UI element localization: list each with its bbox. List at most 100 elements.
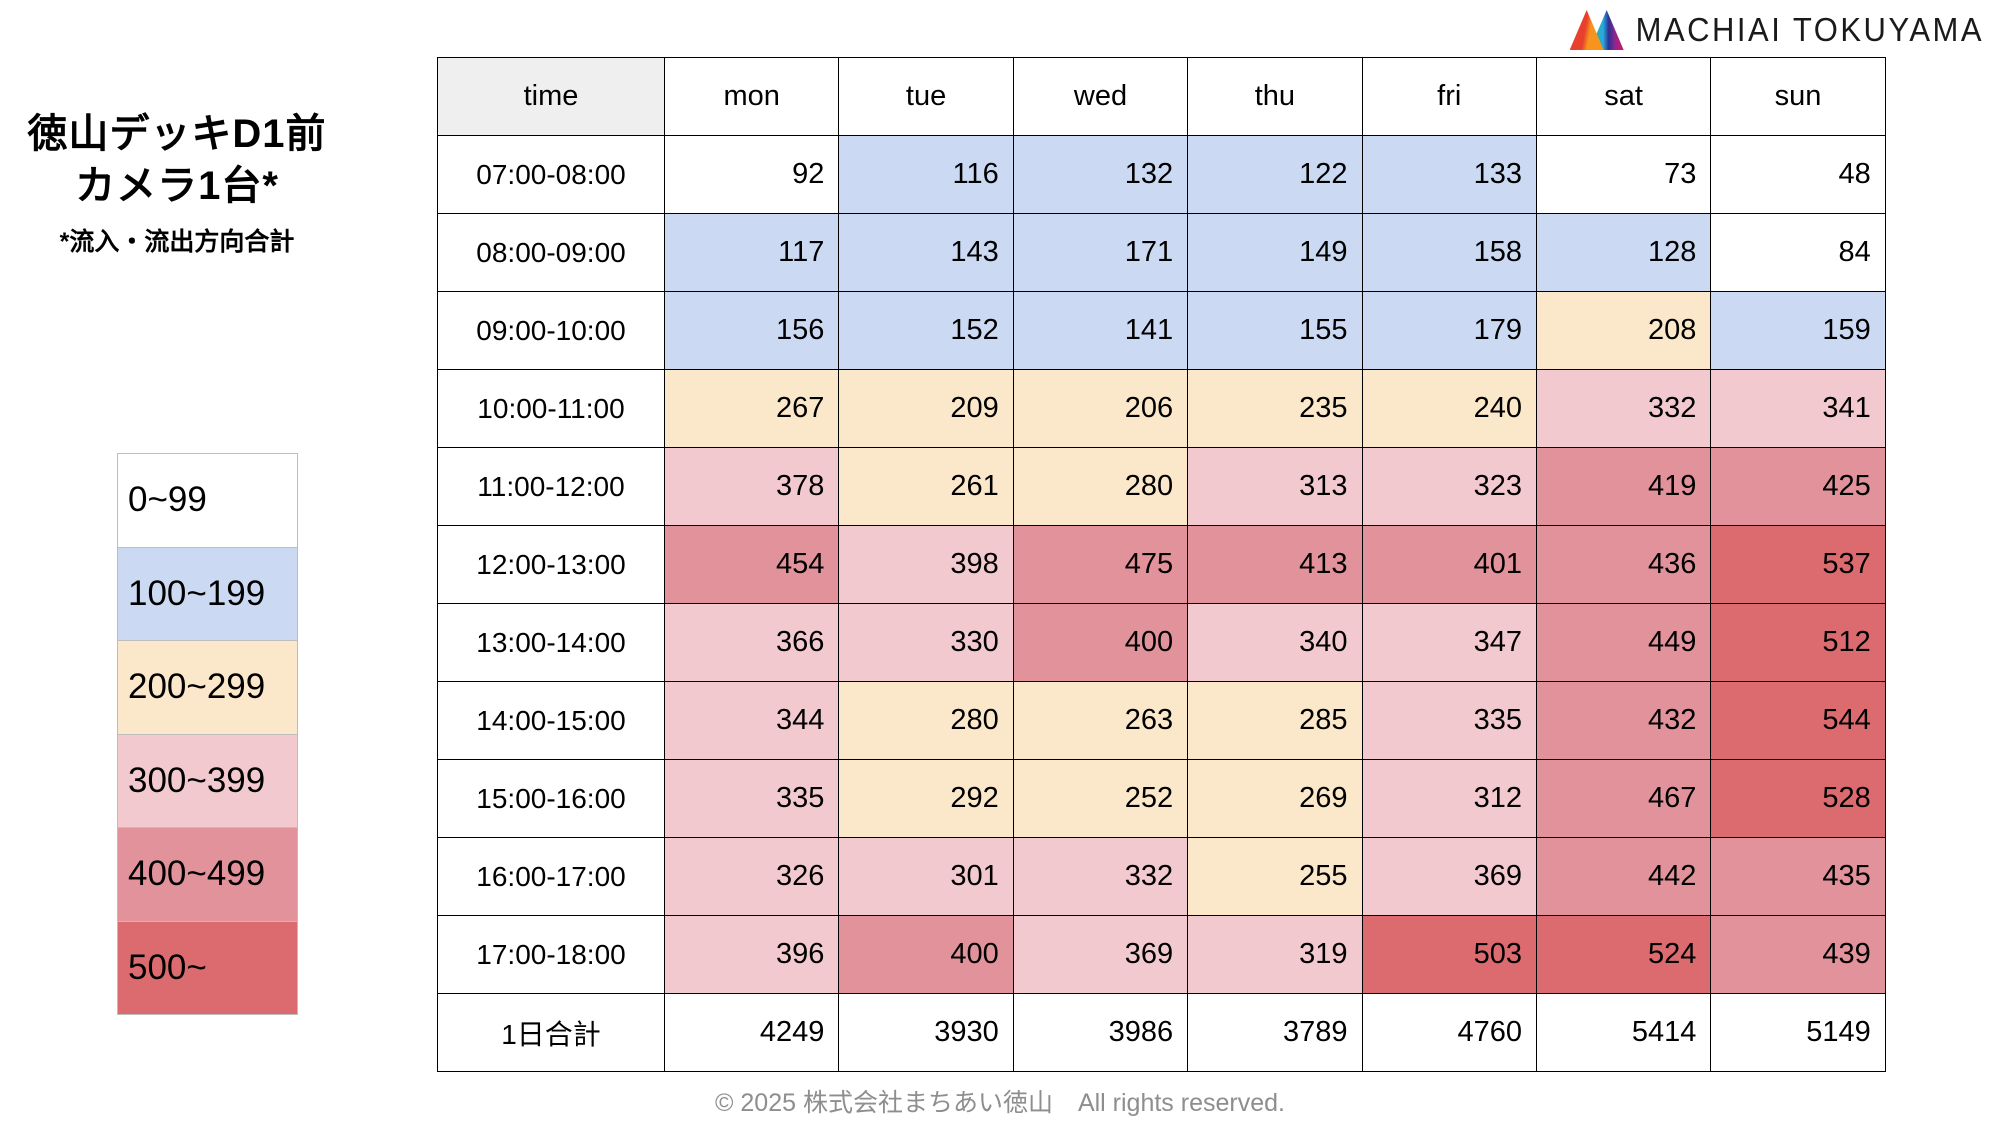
column-header-mon: mon xyxy=(663,57,840,136)
value-cell: 332 xyxy=(1535,369,1712,448)
total-row: 1日合計 4249 3930 3986 3789 4760 5414 5149 xyxy=(437,993,1886,1072)
value-cell: 301 xyxy=(838,837,1014,916)
value-cell: 435 xyxy=(1710,837,1886,916)
value-cell: 263 xyxy=(1012,681,1189,760)
value-cell: 84 xyxy=(1710,213,1886,292)
time-cell: 10:00-11:00 xyxy=(437,369,665,448)
value-cell: 255 xyxy=(1187,837,1363,916)
time-cell: 09:00-10:00 xyxy=(437,291,665,370)
value-cell: 171 xyxy=(1012,213,1189,292)
value-cell: 149 xyxy=(1187,213,1363,292)
value-cell: 436 xyxy=(1535,525,1712,604)
table-row: 08:00-09:00 117 143 171 149 158 128 84 xyxy=(437,213,1886,292)
value-cell: 369 xyxy=(1012,915,1189,994)
value-cell: 159 xyxy=(1710,291,1886,370)
value-cell: 209 xyxy=(838,369,1014,448)
value-cell: 398 xyxy=(838,525,1014,604)
value-cell: 206 xyxy=(1012,369,1189,448)
value-cell: 347 xyxy=(1361,603,1537,682)
total-value-cell: 3930 xyxy=(838,993,1014,1072)
value-cell: 48 xyxy=(1710,135,1886,214)
value-cell: 158 xyxy=(1361,213,1537,292)
value-cell: 467 xyxy=(1535,759,1712,838)
title-footnote: *流入・流出方向合計 xyxy=(59,228,295,256)
value-cell: 366 xyxy=(663,603,840,682)
value-cell: 235 xyxy=(1187,369,1363,448)
legend: 0~99 100~199 200~299 300~399 400~499 500~ xyxy=(117,453,298,1015)
legend-item-0: 0~99 xyxy=(117,453,298,548)
table-row: 09:00-10:00 156 152 141 155 179 208 159 xyxy=(437,291,1886,370)
value-cell: 335 xyxy=(1361,681,1537,760)
value-cell: 143 xyxy=(838,213,1014,292)
value-cell: 141 xyxy=(1012,291,1189,370)
value-cell: 152 xyxy=(838,291,1014,370)
value-cell: 179 xyxy=(1361,291,1537,370)
value-cell: 252 xyxy=(1012,759,1189,838)
value-cell: 280 xyxy=(1012,447,1189,526)
value-cell: 419 xyxy=(1535,447,1712,526)
value-cell: 267 xyxy=(663,369,840,448)
table-row: 14:00-15:00 344 280 263 285 335 432 544 xyxy=(437,681,1886,760)
value-cell: 261 xyxy=(838,447,1014,526)
brand-logo: MACHIAI TOKUYAMA xyxy=(1569,10,1984,50)
legend-label: 200~299 xyxy=(128,667,266,707)
copyright-text: © 2025 株式会社まちあい徳山 All rights reserved. xyxy=(715,1089,1285,1117)
value-cell: 319 xyxy=(1187,915,1363,994)
value-cell: 544 xyxy=(1710,681,1886,760)
table-row: 11:00-12:00 378 261 280 313 323 419 425 xyxy=(437,447,1886,526)
value-cell: 400 xyxy=(838,915,1014,994)
machiai-m-icon xyxy=(1569,10,1624,50)
value-cell: 369 xyxy=(1361,837,1537,916)
value-cell: 528 xyxy=(1710,759,1886,838)
header-row: time mon tue wed thu fri sat sun xyxy=(437,57,1886,136)
value-cell: 335 xyxy=(663,759,840,838)
table-row: 17:00-18:00 396 400 369 319 503 524 439 xyxy=(437,915,1886,994)
value-cell: 400 xyxy=(1012,603,1189,682)
legend-item-3: 300~399 xyxy=(117,733,298,828)
total-value-cell: 5414 xyxy=(1535,993,1712,1072)
value-cell: 269 xyxy=(1187,759,1363,838)
value-cell: 442 xyxy=(1535,837,1712,916)
value-cell: 323 xyxy=(1361,447,1537,526)
time-cell: 12:00-13:00 xyxy=(437,525,665,604)
value-cell: 156 xyxy=(663,291,840,370)
value-cell: 326 xyxy=(663,837,840,916)
legend-label: 0~99 xyxy=(128,480,207,520)
legend-label: 400~499 xyxy=(128,854,266,894)
page-title-line1: 徳山デッキD1前 xyxy=(27,112,327,156)
value-cell: 413 xyxy=(1187,525,1363,604)
total-value-cell: 3789 xyxy=(1187,993,1363,1072)
value-cell: 449 xyxy=(1535,603,1712,682)
table-row: 13:00-14:00 366 330 400 340 347 449 512 xyxy=(437,603,1886,682)
heatmap-table: time mon tue wed thu fri sat sun 07:00-08:00 92 1… xyxy=(437,57,1886,1072)
time-cell: 16:00-17:00 xyxy=(437,837,665,916)
table-row: 12:00-13:00 454 398 475 413 401 436 537 xyxy=(437,525,1886,604)
legend-item-2: 200~299 xyxy=(117,640,298,735)
legend-item-5: 500~ xyxy=(117,920,298,1015)
value-cell: 117 xyxy=(663,213,840,292)
heatmap-table-container: time mon tue wed thu fri sat sun 07:00-08:00 92 1… xyxy=(437,57,1886,1072)
table-body: 07:00-08:00 92 116 132 122 133 73 48 08:00-09:00… xyxy=(437,135,1886,1072)
value-cell: 312 xyxy=(1361,759,1537,838)
time-cell: 15:00-16:00 xyxy=(437,759,665,838)
column-header-wed: wed xyxy=(1012,57,1189,136)
value-cell: 425 xyxy=(1710,447,1886,526)
value-cell: 537 xyxy=(1710,525,1886,604)
total-row-label: 1日合計 xyxy=(437,993,665,1072)
column-header-sun: sun xyxy=(1710,57,1886,136)
value-cell: 122 xyxy=(1187,135,1363,214)
legend-item-4: 400~499 xyxy=(117,827,298,922)
value-cell: 330 xyxy=(838,603,1014,682)
time-cell: 08:00-09:00 xyxy=(437,213,665,292)
column-header-time: time xyxy=(437,57,665,136)
column-header-fri: fri xyxy=(1361,57,1537,136)
value-cell: 73 xyxy=(1535,135,1712,214)
value-cell: 280 xyxy=(838,681,1014,760)
legend-label: 500~ xyxy=(128,947,207,987)
legend-label: 300~399 xyxy=(128,760,266,800)
value-cell: 475 xyxy=(1012,525,1189,604)
value-cell: 341 xyxy=(1710,369,1886,448)
value-cell: 240 xyxy=(1361,369,1537,448)
value-cell: 128 xyxy=(1535,213,1712,292)
table-row: 10:00-11:00 267 209 206 235 240 332 341 xyxy=(437,369,1886,448)
